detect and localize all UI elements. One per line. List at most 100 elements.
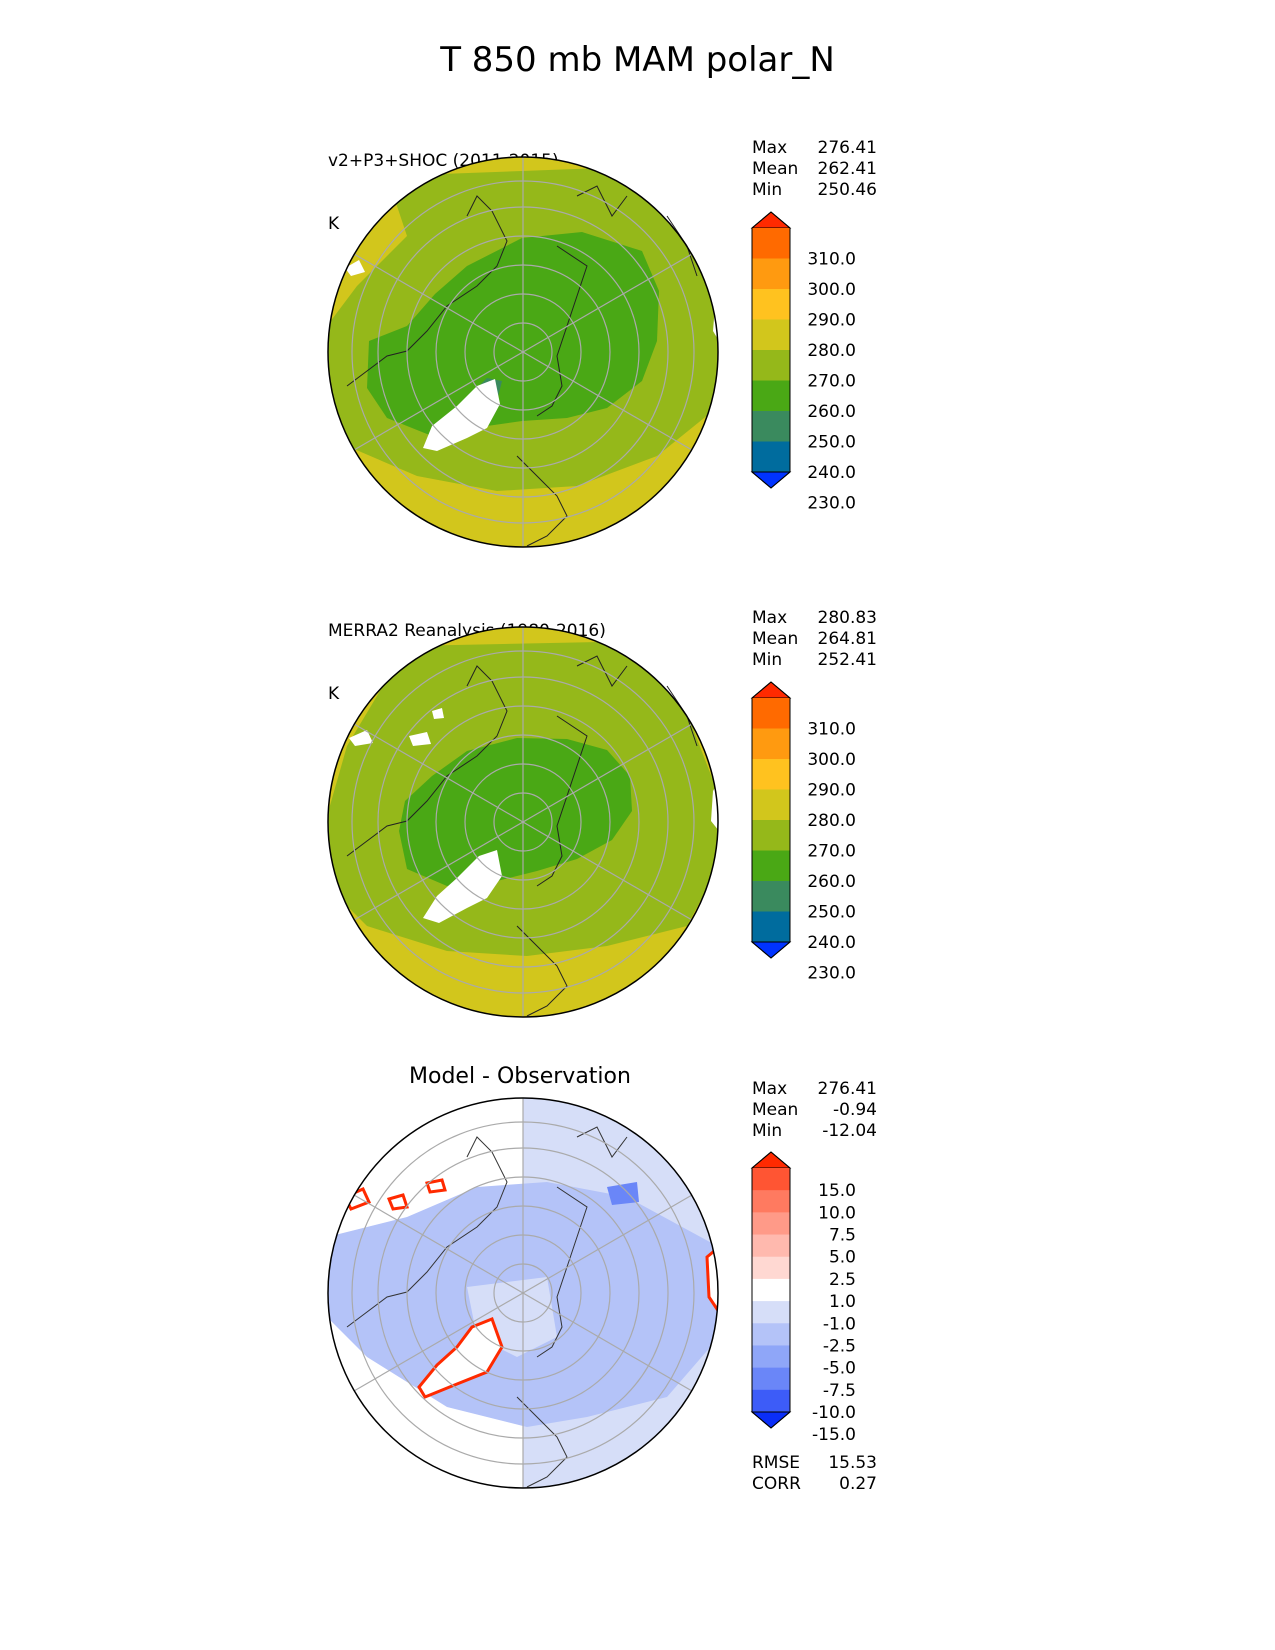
- stat-value: -12.04: [822, 1121, 877, 1141]
- colorbar-tick-label: 250.0: [807, 903, 856, 923]
- metric-value: 15.53: [828, 1453, 877, 1473]
- diff-stats: Max 276.41 Mean -0.94 Min -12.04: [752, 1079, 877, 1142]
- stat-value: 276.41: [817, 1079, 877, 1099]
- diff-map: [327, 1097, 719, 1489]
- stat-value: -0.94: [833, 1100, 877, 1120]
- diff-panel-title: Model - Observation: [409, 1064, 631, 1089]
- colorbar-tick-label: 240.0: [807, 463, 856, 483]
- obs-colorbar: 310.0 300.0 290.0 280.0 270.0 260.0 250.0 240.0…: [750, 681, 856, 984]
- colorbar-tick-label: 15.0: [818, 1181, 856, 1201]
- colorbar-tick-label: 5.0: [829, 1248, 856, 1268]
- model-units: K: [328, 214, 340, 234]
- cold-core-fill: [367, 232, 659, 438]
- mask-patch: [349, 730, 373, 746]
- colorbar-outline: [751, 1151, 791, 1429]
- metric-name: RMSE: [752, 1453, 801, 1473]
- map-boundary: [327, 156, 719, 548]
- greenland-anomaly: [417, 1317, 504, 1399]
- stat-value: 264.81: [817, 629, 877, 649]
- colorbar-min-extension: [750, 941, 792, 959]
- mask-patch: [345, 260, 365, 276]
- colorbar-segment: [752, 881, 790, 912]
- colorbar-tick-label: 310.0: [807, 720, 856, 740]
- colorbar-tick-label: 230.0: [807, 964, 856, 984]
- stat-value: 252.41: [817, 650, 877, 670]
- colorbar-tick-label: -15.0: [812, 1425, 856, 1445]
- stat-value: 276.41: [817, 138, 877, 158]
- colorbar-max-extension: [750, 681, 792, 699]
- colorbar-tick-label: 1.0: [829, 1292, 856, 1312]
- metric-value: 0.27: [839, 1474, 877, 1494]
- obs-stats: Max 280.83 Mean 264.81 Min 252.41: [752, 608, 877, 671]
- colorbar-segment: [752, 1212, 790, 1236]
- colorbar-segment: [752, 1301, 790, 1324]
- colorbar-tick-label: 260.0: [807, 402, 856, 422]
- colorbar-tick-label: 300.0: [807, 280, 856, 300]
- colorbar-segment: [752, 1278, 790, 1302]
- colorbar-tick-label: 270.0: [807, 842, 856, 862]
- colorbar-segment: [752, 820, 790, 851]
- colorbar-min-extension: [750, 1411, 792, 1429]
- colorbar-tick-label: 250.0: [807, 433, 856, 453]
- colorbar-min-extension: [750, 471, 792, 489]
- colorbar-segment: [752, 698, 790, 729]
- stat-name: Max: [752, 138, 788, 158]
- graticule: [351, 157, 695, 547]
- colorbar-max-extension: [750, 211, 792, 229]
- model-stats: Max 276.41 Mean 262.41 Min 250.46: [752, 138, 877, 201]
- colorbar-segment: [752, 850, 790, 882]
- stat-name: Max: [752, 608, 788, 628]
- colorbar-tick-label: 290.0: [807, 311, 856, 331]
- colorbar-segment: [752, 1256, 790, 1280]
- graticule: [351, 627, 695, 1017]
- stat-name: Min: [752, 180, 783, 200]
- mask-patch: [432, 708, 444, 719]
- colorbar-tick-label: 300.0: [807, 750, 856, 770]
- colorbar-segment: [752, 1190, 790, 1213]
- model-colorbar: 310.0 300.0 290.0 280.0 270.0 260.0 250.0 240.0…: [750, 211, 856, 514]
- colorbar-tick-label: 2.5: [829, 1270, 856, 1290]
- colorbar-tick-label: -10.0: [812, 1403, 856, 1423]
- colorbar-segment: [752, 728, 790, 760]
- colorbar-segment: [752, 911, 790, 943]
- colorbar-tick-label: 260.0: [807, 872, 856, 892]
- diff-colorbar: 15.010.0 7.55.02.51.0-1.0-2.5 -5.0-7.5-10.…: [750, 1151, 856, 1445]
- stat-name: Mean: [752, 1100, 799, 1120]
- colorbar-segment: [752, 759, 790, 790]
- colorbar-segment: [752, 350, 790, 381]
- greenland-mask: [423, 379, 500, 451]
- model-map: [327, 156, 719, 548]
- greenland-mask: [423, 850, 502, 923]
- colorbar-tick-label: 240.0: [807, 933, 856, 953]
- colorbar-tick-label: 290.0: [807, 781, 856, 801]
- colorbar-segment: [752, 1345, 790, 1369]
- graticule: [351, 1098, 695, 1488]
- stat-name: Max: [752, 1079, 788, 1099]
- warm-anomaly: [386, 1193, 409, 1211]
- map-boundary: [327, 1097, 719, 1489]
- strong-cool-patch: [607, 1182, 639, 1205]
- colorbar-outline: [751, 211, 791, 489]
- colorbar-segment: [752, 319, 790, 351]
- colorbar-tick-label: 280.0: [807, 341, 856, 361]
- colorbar-segment: [752, 411, 790, 442]
- colorbar-tick-label: 7.5: [829, 1226, 856, 1246]
- colorbar-segment: [752, 441, 790, 473]
- colorbar-segment: [752, 1389, 790, 1413]
- colorbar-segment: [752, 258, 790, 290]
- warm-anomaly: [425, 1178, 447, 1194]
- obs-map: [327, 626, 719, 1018]
- colorbar-tick-label: 310.0: [807, 250, 856, 270]
- stat-value: 280.83: [817, 608, 877, 628]
- colorbar-segment: [752, 1323, 790, 1346]
- colorbar-segment: [752, 789, 790, 821]
- colorbar-tick-label: 280.0: [807, 811, 856, 831]
- colorbar-segment: [752, 1168, 790, 1191]
- colorbar-tick-label: 270.0: [807, 372, 856, 392]
- stat-name: Mean: [752, 159, 799, 179]
- stat-name: Min: [752, 650, 783, 670]
- colorbar-segment: [752, 1234, 790, 1258]
- colorbar-segment: [752, 289, 790, 320]
- obs-units: K: [328, 684, 340, 704]
- colorbar-outline: [751, 681, 791, 959]
